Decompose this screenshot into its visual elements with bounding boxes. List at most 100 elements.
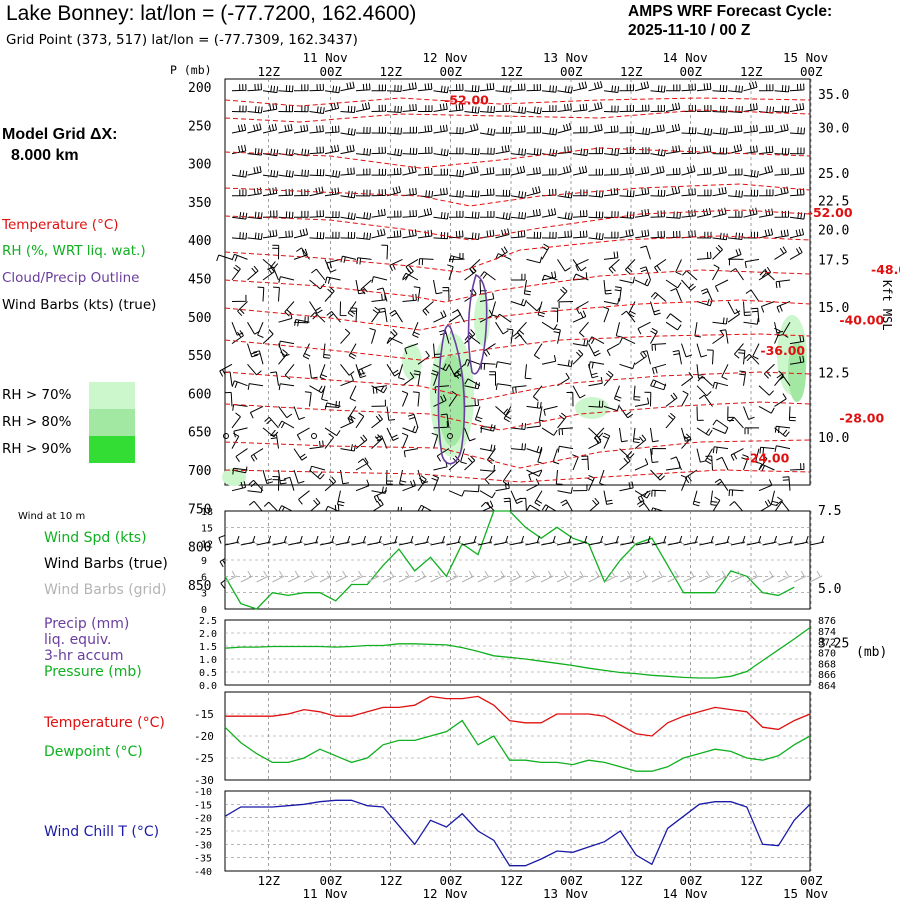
- wind-barb: [634, 229, 650, 239]
- wind-barb: [650, 379, 667, 388]
- wind-barb: [278, 469, 287, 485]
- wind-barb-grid: [319, 570, 333, 583]
- rh-shading-6: [788, 342, 806, 402]
- wind-barb: [495, 212, 511, 220]
- wind-barb: [510, 125, 526, 134]
- wind-barb: [789, 246, 803, 260]
- wind-barb: [526, 83, 541, 92]
- wind-barb: [402, 479, 417, 492]
- wind-barb: [324, 402, 341, 410]
- wind-barb: [309, 146, 324, 155]
- wind-barb: [572, 349, 584, 365]
- wind-barb: [712, 446, 729, 454]
- wind-barb: [371, 276, 388, 283]
- wind-barb: [272, 244, 280, 260]
- wind-barb: [789, 355, 805, 365]
- wind-barb: [743, 189, 759, 197]
- wind-barb: [448, 490, 465, 497]
- cloud-outline-upper: [467, 273, 488, 375]
- wind-barb: [371, 104, 386, 112]
- wind-barb: [743, 124, 758, 134]
- wind-barb: [619, 276, 635, 284]
- wind-barb: [371, 208, 386, 218]
- wind-barb: [789, 228, 805, 239]
- wind-barb: [672, 350, 682, 365]
- wind-barb: [644, 391, 652, 407]
- time-tick-label-bottom: 12Z: [500, 873, 523, 888]
- wind-barb-grid: [493, 570, 507, 583]
- wind-barb: [386, 364, 401, 377]
- wind-barb: [479, 105, 495, 114]
- wind-barb: [273, 286, 280, 302]
- wind-barb: [371, 146, 386, 155]
- wind-barb-true: [620, 535, 635, 546]
- temperature-contour-10: [224, 401, 811, 431]
- cross-section-frame: [224, 78, 811, 486]
- height-tick-label: 12.5: [818, 367, 849, 382]
- wind-barb: [323, 343, 331, 359]
- wind-barb: [495, 321, 509, 335]
- wind-barb: [309, 497, 321, 513]
- wind-barb: [324, 231, 340, 239]
- wind-barb: [417, 146, 433, 155]
- temperature-contour-label: -24.00: [745, 450, 790, 465]
- wind-barb: [572, 148, 589, 157]
- wind-barb: [776, 500, 791, 513]
- wind-barb: [743, 145, 758, 155]
- wind-barb: [262, 169, 279, 178]
- wind-barb: [386, 406, 396, 421]
- wind-barb: [603, 251, 619, 260]
- wind-barb: [339, 301, 347, 317]
- wind-barb: [744, 353, 760, 365]
- wind-barb: [650, 301, 661, 316]
- wind-barb-grid: [778, 570, 791, 583]
- time-tick-label-bottom: 00Z: [440, 873, 463, 888]
- wind-barb: [309, 106, 325, 114]
- wind-barb: [788, 406, 796, 422]
- wind-barb: [692, 490, 701, 507]
- precip-tick-label: 1.5: [199, 642, 217, 653]
- windchill-tick-label: -35: [194, 854, 212, 865]
- wind-barb: [743, 169, 759, 178]
- wind-barb: [696, 231, 712, 239]
- wind-barb: [495, 104, 510, 112]
- wind-barb: [706, 349, 714, 365]
- wind-barb: [448, 255, 465, 263]
- wind-barb: [619, 166, 634, 176]
- time-tick-label-bottom: 00Z: [320, 873, 343, 888]
- time-tick-label-bottom: 00Z: [560, 873, 583, 888]
- wind-barb: [700, 288, 713, 302]
- wind-barb-grid: [398, 570, 412, 583]
- wind-barb: [262, 85, 279, 94]
- wind-barb: [283, 476, 295, 491]
- wind-barb: [278, 169, 294, 178]
- wind-barb: [402, 103, 417, 112]
- wind-barb: [730, 268, 744, 281]
- wind-barb: [650, 85, 666, 93]
- wind-barb-grid: [240, 570, 254, 583]
- wind-barb: [633, 385, 641, 401]
- wind-barb: [247, 187, 262, 197]
- wind-barb: [355, 126, 371, 134]
- wind-barb: [309, 210, 324, 218]
- wind-barb: [541, 127, 558, 136]
- pressure-tick-label: 350: [188, 196, 211, 211]
- wind-barb: [448, 190, 464, 198]
- wind-barb: [666, 313, 682, 323]
- wind-barb: [431, 474, 440, 491]
- time-tick-label-bottom: 12Z: [620, 873, 643, 888]
- wind-barb: [541, 427, 558, 436]
- wind-barb: [572, 385, 586, 399]
- wind-barb: [727, 248, 742, 260]
- wind-barb: [417, 167, 433, 176]
- wind-barb: [634, 434, 647, 449]
- wind-barb: [247, 106, 263, 114]
- wind-barb: [774, 496, 783, 513]
- wind-barb: [495, 189, 511, 197]
- wind-speed-tick-label: 12: [201, 540, 213, 551]
- wind-barb: [355, 212, 372, 220]
- wind-barb-grid: [303, 570, 317, 583]
- pressure-tick-label-right: 864: [818, 681, 836, 692]
- wind-barb: [399, 469, 407, 486]
- wind-barb: [789, 103, 805, 112]
